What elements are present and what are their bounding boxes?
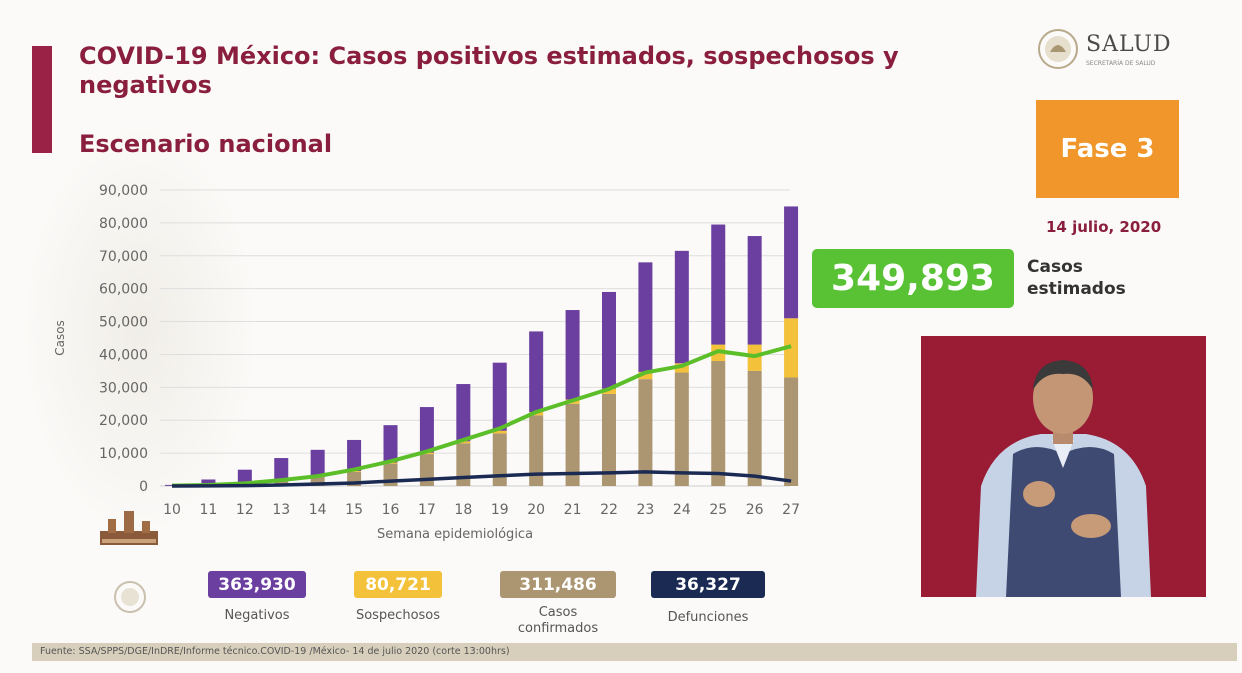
bar-segment (310, 477, 325, 486)
y-tick-label: 30,000 (99, 380, 148, 396)
x-tick-label: 17 (418, 502, 436, 518)
bar-segment (201, 479, 216, 486)
bar-segment (492, 433, 507, 486)
title-accent-bar (32, 46, 52, 153)
x-tick-label: 24 (673, 502, 691, 518)
x-tick-label: 14 (309, 502, 327, 518)
x-tick-label: 15 (345, 502, 363, 518)
x-tick-label: 23 (636, 502, 654, 518)
phase-badge: Fase 3 (1036, 100, 1179, 198)
legend-negativos-value: 363,930 (208, 571, 306, 598)
source-footer: Fuente: SSA/SPPS/DGE/InDRE/Informe técni… (32, 643, 1237, 661)
legend-confirmados-value: 311,486 (500, 571, 616, 598)
bar-segment (310, 449, 325, 477)
y-tick-label: 20,000 (99, 413, 148, 429)
x-tick-label: 16 (382, 502, 400, 518)
legend-sospechosos-label: Sospechosos (355, 608, 441, 623)
salud-logo: SALUD SECRETARÍA DE SALUD (1036, 26, 1186, 72)
bar-segment (784, 206, 799, 319)
bar-segment (784, 377, 799, 486)
y-tick-label: 0 (139, 479, 148, 495)
legend-negativos-label: Negativos (224, 608, 290, 623)
bar-segment (711, 224, 726, 345)
x-tick-label: 22 (600, 502, 618, 518)
x-tick-label: 13 (272, 502, 290, 518)
bar-segment (347, 439, 362, 472)
y-tick-label: 70,000 (99, 249, 148, 265)
bar-segment (565, 403, 580, 486)
estimated-cases-value: 349,893 (812, 249, 1014, 308)
bar-segment (601, 388, 616, 394)
presenter-video (921, 336, 1206, 597)
bar-segment (638, 262, 653, 372)
bar-segment (638, 371, 653, 380)
bar-segment (492, 430, 507, 434)
bar-segment (492, 362, 507, 431)
bar-segment (747, 236, 762, 345)
x-tick-label: 12 (236, 502, 254, 518)
historic-town-icon (100, 511, 158, 545)
x-tick-label: 18 (454, 502, 472, 518)
x-tick-label: 27 (782, 502, 800, 518)
legend-confirmados-label: Casos confirmados (517, 605, 599, 636)
bar-segment (565, 310, 580, 400)
bar-segment (674, 250, 689, 364)
y-axis-label: Casos (53, 320, 67, 356)
report-date: 14 julio, 2020 (1046, 218, 1162, 236)
y-tick-label: 10,000 (99, 446, 148, 462)
bar-segment (601, 291, 616, 389)
bar-segment (456, 384, 471, 442)
bar-segment (237, 469, 252, 484)
page-subtitle: Escenario nacional (79, 130, 333, 158)
y-tick-label: 40,000 (99, 347, 148, 363)
estimated-cases-label: Casos estimados (1027, 257, 1126, 299)
x-tick-label: 11 (200, 502, 218, 518)
bar-segment (456, 441, 471, 444)
y-tick-label: 90,000 (99, 183, 148, 199)
estimated-cases-line (171, 344, 792, 488)
bar-segment (601, 393, 616, 486)
y-tick-label: 80,000 (99, 216, 148, 232)
x-tick-label: 21 (564, 502, 582, 518)
bar-segment (383, 425, 398, 463)
bar-segment (674, 372, 689, 486)
logo-subtext: SECRETARÍA DE SALUD (1086, 60, 1156, 67)
legend-defunciones-label: Defunciones (667, 610, 749, 625)
bar-segment (529, 415, 544, 486)
bar-segment (711, 361, 726, 486)
legend-sospechosos-value: 80,721 (354, 571, 442, 598)
x-tick-label: 26 (746, 502, 764, 518)
presenter-figure (921, 336, 1206, 597)
chart: 0 10,000 20,000 30,000 40,000 50,000 60,000 70,… (53, 183, 800, 542)
y-tick-label: 60,000 (99, 282, 148, 298)
x-tick-label: 25 (709, 502, 727, 518)
page-title: COVID-19 México: Casos positivos estimad… (79, 42, 899, 99)
x-tick-label: 10 (163, 502, 181, 518)
y-tick-label: 50,000 (99, 315, 148, 331)
bar-segment (638, 379, 653, 486)
x-axis-label: Semana epidemiológica (377, 527, 533, 542)
bar-segment (419, 407, 434, 453)
bar-segment (456, 443, 471, 486)
logo-text: SALUD (1086, 32, 1172, 57)
bar-segment (274, 458, 289, 481)
deaths-line (171, 470, 792, 488)
x-tick-label: 19 (491, 502, 509, 518)
eagle-seal-icon (1038, 29, 1078, 69)
bar-segment (529, 331, 544, 412)
seal-icon (114, 581, 146, 613)
legend-defunciones-value: 36,327 (651, 571, 765, 598)
x-tick-label: 20 (527, 502, 545, 518)
bar-segment (747, 370, 762, 486)
